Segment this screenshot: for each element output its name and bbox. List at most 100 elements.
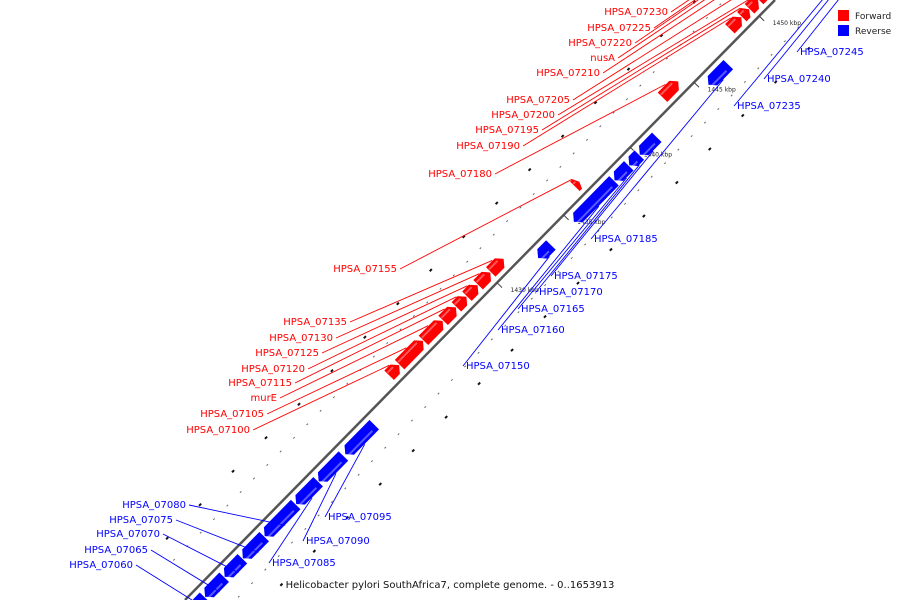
minor-tick — [386, 341, 389, 345]
gene-highlight — [320, 461, 343, 484]
minor-tick — [264, 568, 267, 571]
minor-tick — [410, 419, 413, 422]
gene-label: HPSA_07200 — [491, 110, 555, 121]
gene-highlight — [572, 181, 576, 185]
major-tick — [675, 180, 679, 185]
minor-tick — [292, 436, 296, 439]
gene-label: HPSA_07165 — [521, 304, 585, 315]
minor-tick — [797, 26, 800, 29]
gene-arrow — [317, 450, 350, 483]
minor-tick — [663, 162, 667, 165]
gene-leader — [497, 205, 600, 331]
gene-leader — [590, 79, 724, 240]
gene-arrow — [192, 591, 209, 600]
gene-highlight — [386, 366, 394, 374]
minor-tick — [466, 260, 469, 263]
major-tick — [609, 247, 613, 252]
minor-tick — [346, 382, 349, 385]
minor-tick — [719, 3, 722, 6]
minor-tick — [279, 450, 282, 453]
gene-highlight — [475, 273, 485, 283]
minor-tick — [490, 338, 493, 341]
minor-tick — [557, 270, 560, 273]
gene-leader — [162, 533, 239, 574]
minor-tick — [612, 111, 615, 114]
major-tick — [165, 536, 169, 541]
minor-tick — [703, 121, 707, 124]
tick-label: 1435 kbp — [577, 219, 605, 226]
tick-label: 1450 kbp — [773, 20, 801, 27]
minor-tick — [743, 80, 746, 83]
minor-tick — [530, 297, 533, 300]
label-leaders — [135, 0, 839, 600]
gene-label: HPSA_07060 — [69, 560, 133, 571]
gene-highlight — [347, 430, 374, 457]
minor-tick — [290, 541, 294, 544]
backbone-line — [184, 0, 776, 600]
gene-leader — [321, 285, 468, 354]
gene-leader — [279, 325, 429, 399]
gene-leader — [763, 0, 829, 80]
gene-label: HPSA_07080 — [122, 500, 186, 511]
gene-label: HPSA_07155 — [333, 264, 397, 275]
gene-leader — [175, 519, 259, 553]
gene-arrow — [393, 339, 425, 371]
gene-label: HPSA_07240 — [767, 74, 831, 85]
minor-tick — [370, 460, 373, 463]
minor-tick — [464, 365, 467, 368]
minor-tick — [437, 392, 440, 395]
minor-tick — [317, 514, 320, 517]
minor-tick — [625, 98, 629, 101]
gene-arrow — [758, 0, 769, 6]
gene-label: nusA — [590, 53, 615, 64]
gene-arrow — [383, 363, 401, 381]
major-tick — [363, 335, 367, 339]
tick-label: 1430 kbp — [511, 287, 539, 294]
gene-label: HPSA_07065 — [84, 545, 148, 556]
gene-leader — [188, 504, 286, 526]
legend-reverse-swatch — [838, 25, 849, 36]
gene-label: HPSA_07205 — [506, 95, 570, 106]
minor-tick — [570, 256, 573, 260]
major-tick — [576, 281, 580, 285]
minor-tick — [623, 202, 627, 205]
major-tick — [264, 435, 268, 440]
minor-tick — [572, 152, 575, 155]
gene-highlight — [206, 582, 224, 600]
gene-arrow — [724, 15, 743, 35]
gene-arrow — [743, 0, 760, 15]
tick-mark — [693, 81, 700, 88]
major-tick — [593, 100, 598, 105]
gene-leader — [517, 177, 627, 310]
minor-tick — [426, 301, 429, 304]
minor-tick — [584, 243, 587, 246]
minor-tick — [266, 463, 269, 467]
minor-tick — [450, 378, 453, 382]
minor-tick — [730, 94, 733, 97]
gene-leader — [550, 150, 654, 277]
gene-highlight — [298, 487, 318, 507]
tick-mark — [563, 214, 569, 221]
gene-label: HPSA_07120 — [241, 364, 305, 375]
minor-tick — [705, 16, 708, 19]
minor-tick — [506, 220, 509, 223]
gene-arrow — [343, 419, 380, 456]
minor-tick — [397, 433, 400, 436]
gene-leader — [535, 164, 640, 293]
gene-highlight — [575, 186, 613, 225]
gene-leader — [494, 83, 666, 175]
gene-label: HPSA_07115 — [228, 378, 292, 389]
gene-leader — [557, 0, 749, 116]
gene-arrow — [263, 498, 302, 538]
minor-tick — [412, 314, 415, 317]
minor-tick — [226, 504, 229, 507]
gene-label: murE — [250, 393, 277, 404]
gene-label: HPSA_07210 — [536, 68, 600, 79]
gene-arrow — [485, 257, 506, 278]
gene-leader — [634, 0, 699, 44]
gene-label: HPSA_07245 — [800, 47, 864, 58]
gene-label: HPSA_07095 — [328, 512, 392, 523]
tick-label: 1445 kbp — [708, 86, 736, 93]
gene-label: HPSA_07185 — [594, 234, 658, 245]
minor-tick — [477, 351, 480, 354]
